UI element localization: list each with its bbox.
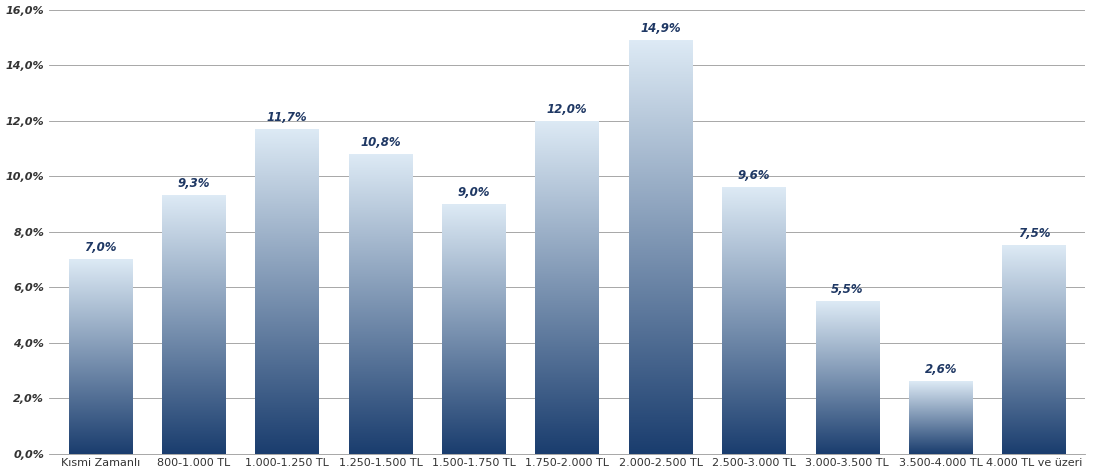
Text: 7,0%: 7,0%	[84, 241, 116, 255]
Text: 11,7%: 11,7%	[267, 111, 307, 124]
Bar	[349, 154, 412, 454]
Bar	[629, 40, 692, 454]
Bar	[442, 204, 506, 454]
Text: 9,3%: 9,3%	[178, 177, 210, 191]
Text: 2,6%: 2,6%	[925, 364, 957, 376]
Text: 7,5%: 7,5%	[1018, 228, 1050, 240]
Text: 10,8%: 10,8%	[360, 136, 400, 149]
Text: 14,9%: 14,9%	[641, 22, 681, 35]
Bar	[909, 382, 972, 454]
Bar	[815, 301, 879, 454]
Text: 12,0%: 12,0%	[547, 102, 588, 116]
Bar	[722, 187, 785, 454]
Text: 5,5%: 5,5%	[832, 283, 863, 296]
Text: 9,6%: 9,6%	[737, 169, 770, 182]
Bar	[69, 259, 132, 454]
Bar	[1003, 246, 1066, 454]
Bar	[162, 195, 226, 454]
Bar	[535, 120, 599, 454]
Bar	[256, 129, 319, 454]
Text: 9,0%: 9,0%	[457, 186, 490, 199]
